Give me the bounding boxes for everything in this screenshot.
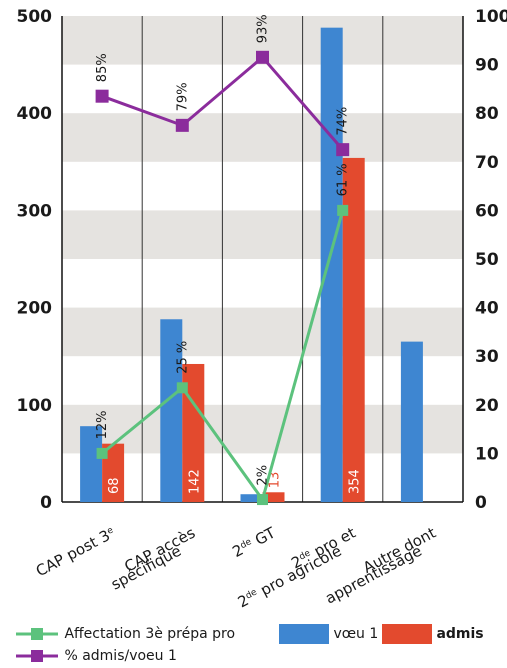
right-tick-label: 60 bbox=[475, 201, 499, 221]
right-tick-label: 90 bbox=[475, 56, 499, 76]
legend-item-admis-voeu: % admis/voeu 1 bbox=[14, 646, 177, 666]
legend-label-voeu: vœu 1 bbox=[333, 626, 378, 642]
bar-value-label: 68 bbox=[107, 477, 122, 494]
point-label: 93% bbox=[256, 14, 271, 43]
legend-item-admis: admis bbox=[382, 624, 484, 644]
legend-label-affectation: Affectation 3è prépa pro bbox=[64, 626, 235, 642]
left-tick-label: 100 bbox=[17, 396, 53, 416]
right-tick-label: 40 bbox=[475, 299, 499, 319]
legend-item-voeu: vœu 1 bbox=[279, 624, 378, 644]
left-tick-label: 300 bbox=[17, 201, 53, 221]
legend-swatch-voeu bbox=[279, 624, 329, 644]
chart: 0 100 200 300 400 500 0 10 20 30 40 50 60 70 80 90 100 68… bbox=[0, 0, 507, 610]
right-tick-label: 50 bbox=[475, 250, 499, 270]
legend-swatch-admis-voeu bbox=[14, 646, 60, 666]
point-label: 74% bbox=[336, 107, 351, 136]
legend-label-admis: admis bbox=[436, 626, 483, 642]
marker-affectation bbox=[97, 448, 108, 459]
point-label: 85% bbox=[95, 53, 110, 82]
right-tick-label: 30 bbox=[475, 347, 499, 367]
right-tick-label: 0 bbox=[475, 493, 487, 513]
category-label: 2de GT bbox=[229, 523, 279, 561]
bar-voeu bbox=[401, 342, 423, 502]
left-tick-label: 200 bbox=[17, 299, 53, 319]
point-label: 79% bbox=[175, 82, 190, 111]
right-tick-label: 70 bbox=[475, 153, 499, 173]
point-label: 2% bbox=[256, 465, 271, 486]
right-tick-label: 20 bbox=[475, 396, 499, 416]
point-label: 61 % bbox=[336, 163, 351, 196]
category-label: CAP post 3e bbox=[33, 523, 119, 580]
legend-swatch-admis bbox=[382, 624, 432, 644]
marker-admis-voeu bbox=[176, 119, 189, 132]
left-tick-label: 0 bbox=[40, 493, 52, 513]
bar-voeu bbox=[321, 28, 343, 502]
right-tick-label: 100 bbox=[475, 7, 507, 27]
marker-affectation bbox=[337, 205, 348, 216]
legend-swatch-affectation bbox=[14, 624, 60, 644]
marker-admis-voeu bbox=[96, 90, 109, 103]
point-label: 25 % bbox=[175, 341, 190, 374]
marker-admis-voeu bbox=[256, 51, 269, 64]
point-label: 12% bbox=[95, 410, 110, 439]
category-label-part: CAP post 3 bbox=[33, 526, 113, 580]
legend-label-admis-voeu: % admis/voeu 1 bbox=[64, 648, 176, 664]
bar-value-label: 354 bbox=[348, 469, 363, 494]
bar-value-label: 142 bbox=[187, 469, 202, 494]
legend-item-affectation: Affectation 3è prépa pro bbox=[14, 624, 235, 644]
marker-affectation bbox=[177, 382, 188, 393]
right-tick-label: 80 bbox=[475, 104, 499, 124]
marker-affectation bbox=[257, 494, 268, 505]
right-tick-label: 10 bbox=[475, 444, 499, 464]
grid-band bbox=[62, 113, 463, 162]
marker-admis-voeu bbox=[336, 143, 349, 156]
left-tick-label: 400 bbox=[17, 104, 53, 124]
grid-band bbox=[62, 210, 463, 259]
left-tick-label: 500 bbox=[17, 7, 53, 27]
category-label-part: GT bbox=[248, 523, 279, 551]
